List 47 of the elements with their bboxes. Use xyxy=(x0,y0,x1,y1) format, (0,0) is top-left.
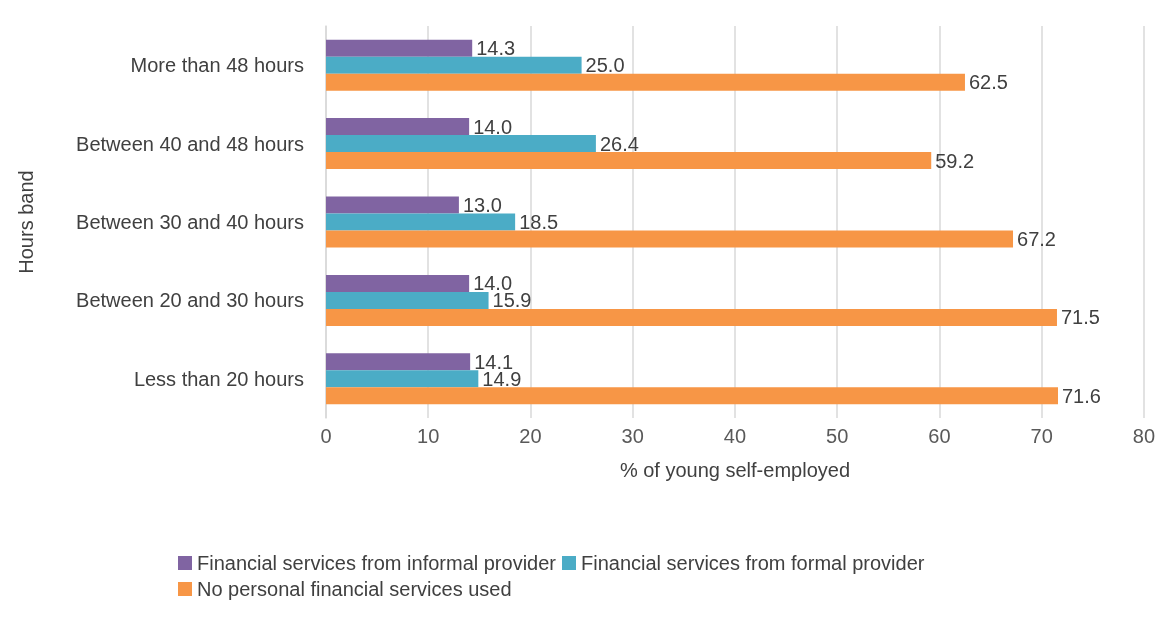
y-tick-label: Less than 20 hours xyxy=(133,367,304,390)
bar xyxy=(326,196,459,214)
x-tick-label: 50 xyxy=(826,425,849,447)
legend-label: Financial services from informal provider xyxy=(197,552,557,574)
bar xyxy=(326,39,473,57)
data-label: 71.6 xyxy=(1062,384,1101,407)
x-tick-label: 10 xyxy=(417,425,440,447)
bar xyxy=(326,370,479,388)
data-label: 14.1 xyxy=(474,350,514,373)
y-tick-label: Between 30 and 40 hours xyxy=(76,211,304,233)
bar xyxy=(326,353,471,371)
data-label: 26.4 xyxy=(599,132,639,155)
bar xyxy=(326,387,1058,405)
bar xyxy=(326,135,596,153)
data-label: 13.0 xyxy=(462,194,502,216)
x-tick-label: 20 xyxy=(519,425,542,447)
data-label: 67.2 xyxy=(1017,228,1056,250)
x-tick-label: 80 xyxy=(1132,425,1155,447)
x-tick-label: 40 xyxy=(723,425,747,447)
x-tick-label: 30 xyxy=(621,425,644,447)
data-label: 71.5 xyxy=(1060,306,1100,329)
data-label: 25.0 xyxy=(585,54,625,77)
legend-label: Financial services from formal provider xyxy=(581,552,925,574)
bar xyxy=(326,73,965,91)
bar xyxy=(326,308,1057,326)
bar xyxy=(326,56,582,74)
bar xyxy=(326,230,1014,248)
y-tick-label: Between 20 and 30 hours xyxy=(76,289,304,312)
bar xyxy=(326,213,516,231)
data-label: 15.9 xyxy=(492,289,532,312)
data-label: 14.0 xyxy=(473,115,513,138)
x-tick-label: 70 xyxy=(1030,425,1053,447)
x-tick-label: 0 xyxy=(320,425,332,447)
data-label: 62.5 xyxy=(968,71,1008,94)
bar xyxy=(326,291,489,309)
legend-label: No personal financial services used xyxy=(197,578,512,600)
data-label: 18.5 xyxy=(519,211,559,233)
data-label: 59.2 xyxy=(935,149,975,172)
y-tick-label: Between 40 and 48 hours xyxy=(76,132,304,155)
y-tick-label: More than 48 hours xyxy=(130,54,304,77)
bar xyxy=(326,118,470,136)
data-label: 14.3 xyxy=(476,37,516,60)
bar xyxy=(326,274,470,292)
bar xyxy=(326,152,932,170)
x-tick-label: 60 xyxy=(928,425,951,447)
y-axis-title: Hours band xyxy=(15,170,37,274)
x-axis-title: % of young self-employed xyxy=(619,459,851,481)
